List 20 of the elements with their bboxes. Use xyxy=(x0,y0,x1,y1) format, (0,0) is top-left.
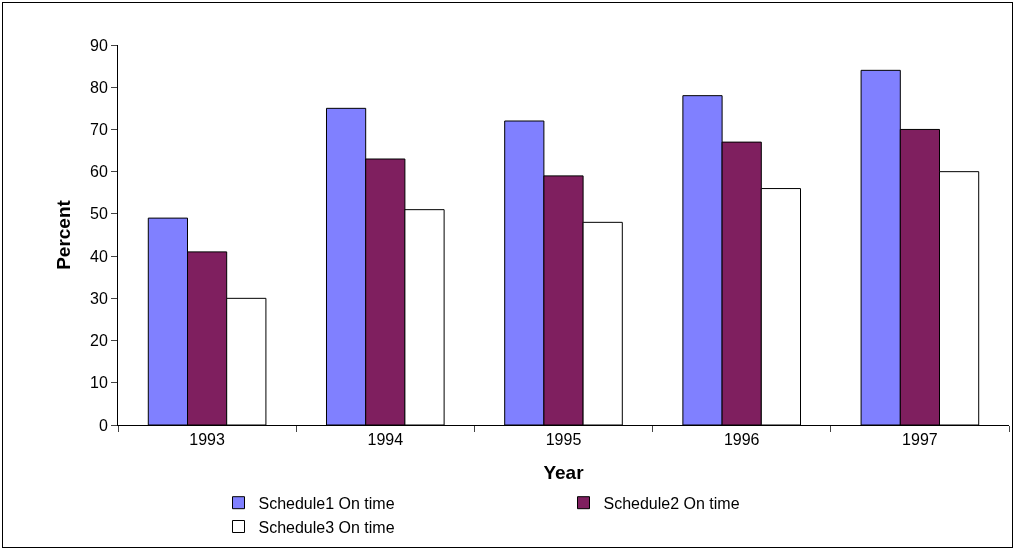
y-tick-label: 60 xyxy=(90,163,108,181)
x-tick-label: 1993 xyxy=(189,431,225,449)
x-axis-title: Year xyxy=(543,462,585,483)
y-tick-label: 30 xyxy=(90,289,108,307)
y-tick-label: 10 xyxy=(90,374,108,392)
legend-label: Schedule3 On time xyxy=(258,518,395,536)
y-tick-label: 0 xyxy=(98,416,108,434)
y-tick-label: 40 xyxy=(90,247,108,265)
y-tick-label: 50 xyxy=(90,205,108,223)
y-tick-label: 70 xyxy=(90,121,108,139)
y-tick-label: 20 xyxy=(90,332,108,350)
x-tick-label: 1997 xyxy=(902,431,938,449)
x-tick-label: 1995 xyxy=(545,431,582,449)
y-axis-title: Percent xyxy=(52,199,74,270)
y-tick-label: 90 xyxy=(90,36,108,54)
legend-label: Schedule2 On time xyxy=(603,494,740,512)
legend-label: Schedule1 On time xyxy=(258,494,395,512)
x-tick-label: 1994 xyxy=(367,431,404,449)
x-tick-label: 1996 xyxy=(723,431,760,449)
y-tick-label: 80 xyxy=(90,78,108,96)
